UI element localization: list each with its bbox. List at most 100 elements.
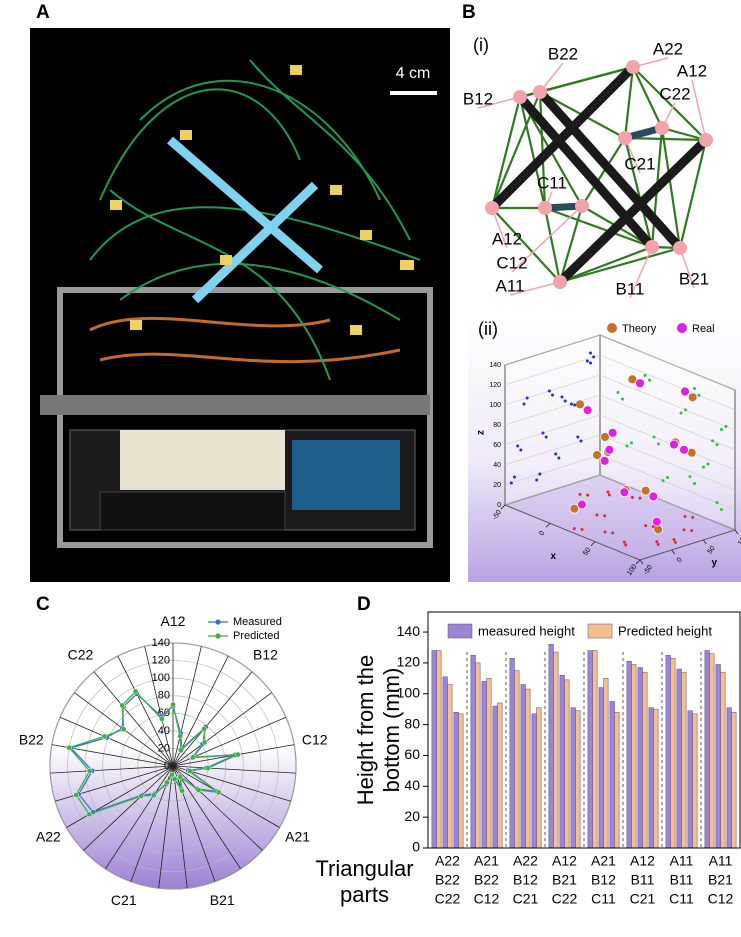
x-wall-projection xyxy=(592,356,595,359)
series-marker xyxy=(202,740,207,745)
node xyxy=(618,131,632,145)
bar xyxy=(482,681,487,848)
z-axis-label: z xyxy=(476,430,487,435)
series-marker xyxy=(151,793,156,798)
point xyxy=(600,456,609,465)
bar xyxy=(627,661,632,848)
floor-projection xyxy=(684,515,687,518)
node xyxy=(626,60,640,74)
tension-line xyxy=(545,208,560,282)
z-tick-label: 80 xyxy=(493,422,501,429)
series-marker xyxy=(178,748,183,753)
bar xyxy=(493,706,498,848)
node-label: C22 xyxy=(659,84,690,103)
point xyxy=(608,428,617,437)
radar-chart: 020406080100120140A12B12C12A21B21C21A22B… xyxy=(19,613,328,908)
bar xyxy=(515,671,520,848)
bar xyxy=(549,644,554,848)
series-marker xyxy=(138,794,143,799)
x-tick-label: A12 xyxy=(552,853,577,869)
bar xyxy=(632,664,637,848)
legend-label: Measured xyxy=(233,616,282,628)
x-axis-label: Triangular parts xyxy=(302,856,427,908)
node xyxy=(485,201,499,215)
bar xyxy=(537,708,542,848)
x-wall-projection xyxy=(554,453,557,456)
y-wall-projection xyxy=(657,442,660,445)
z-tick-label: 0 xyxy=(497,502,501,509)
x-tick-label: C21 xyxy=(513,891,539,907)
x-tick-label: C22 xyxy=(435,891,461,907)
x-tick-label: B22 xyxy=(435,872,460,888)
bar xyxy=(432,651,437,848)
x-wall-projection xyxy=(564,400,567,403)
series-marker xyxy=(216,790,221,795)
y-wall-projection xyxy=(680,412,683,415)
bar xyxy=(526,689,531,848)
x-tick-label: B21 xyxy=(708,872,733,888)
x-wall-projection xyxy=(580,440,583,443)
bar xyxy=(693,714,698,848)
x-tick-label: C22 xyxy=(552,891,578,907)
series-marker xyxy=(191,755,196,760)
bar xyxy=(521,684,526,848)
point xyxy=(688,393,697,402)
bar xyxy=(510,658,515,848)
x-wall-projection xyxy=(519,449,522,452)
node-label: A12 xyxy=(492,229,522,248)
legend-marker xyxy=(215,633,220,638)
y-wall-projection xyxy=(626,445,629,448)
x-wall-projection xyxy=(561,396,564,399)
y-wall-projection xyxy=(630,441,633,444)
floor-projection xyxy=(596,514,599,517)
node xyxy=(655,121,669,135)
category-label: B21 xyxy=(210,892,235,908)
series-marker xyxy=(235,752,240,757)
bar xyxy=(565,680,570,848)
bar xyxy=(448,684,453,848)
y-wall-projection xyxy=(720,428,723,431)
floor-projection xyxy=(586,494,589,497)
category-label: C22 xyxy=(68,646,94,662)
bar xyxy=(604,678,609,848)
floor-projection xyxy=(581,528,584,531)
r-tick-label: 120 xyxy=(152,654,170,666)
point xyxy=(641,486,650,495)
floor-projection xyxy=(608,493,611,496)
floor-projection xyxy=(624,544,627,547)
x-wall-projection xyxy=(589,352,592,355)
bar xyxy=(727,708,732,848)
x-wall-projection xyxy=(516,445,519,448)
floor-projection xyxy=(655,540,658,543)
photo: 4 cm xyxy=(30,28,450,582)
point xyxy=(636,379,645,388)
floor-projection xyxy=(579,493,582,496)
r-tick-label: 100 xyxy=(152,672,170,684)
floor-projection xyxy=(573,527,576,530)
point xyxy=(583,406,592,415)
y-wall-projection xyxy=(702,466,705,469)
panel-label: B xyxy=(462,2,476,23)
bar xyxy=(615,712,620,848)
x-wall-projection xyxy=(573,404,576,407)
panel-label: D xyxy=(357,594,371,615)
x-tick-label: B21 xyxy=(552,872,577,888)
z-tick-label: 140 xyxy=(489,362,501,369)
floor-projection xyxy=(611,531,614,534)
x-wall-projection xyxy=(526,397,529,400)
bar xyxy=(666,655,671,848)
y-axis-label: y xyxy=(712,558,718,569)
y-wall-projection xyxy=(644,374,647,377)
bar xyxy=(532,714,537,848)
floor-projection xyxy=(673,538,676,541)
page: 4 cm A B C D (i) B12B22A22A12C22C21C11A1… xyxy=(0,0,741,937)
category-label: C21 xyxy=(111,892,137,908)
node-label: B22 xyxy=(548,44,578,63)
legend-marker xyxy=(607,323,617,333)
x-tick-label: B12 xyxy=(591,872,616,888)
y-wall-projection xyxy=(666,476,669,479)
x-tick-label: C12 xyxy=(474,891,500,907)
y-wall-projection xyxy=(716,443,719,446)
x-tick-label: A22 xyxy=(513,853,538,869)
series-marker xyxy=(120,703,125,708)
